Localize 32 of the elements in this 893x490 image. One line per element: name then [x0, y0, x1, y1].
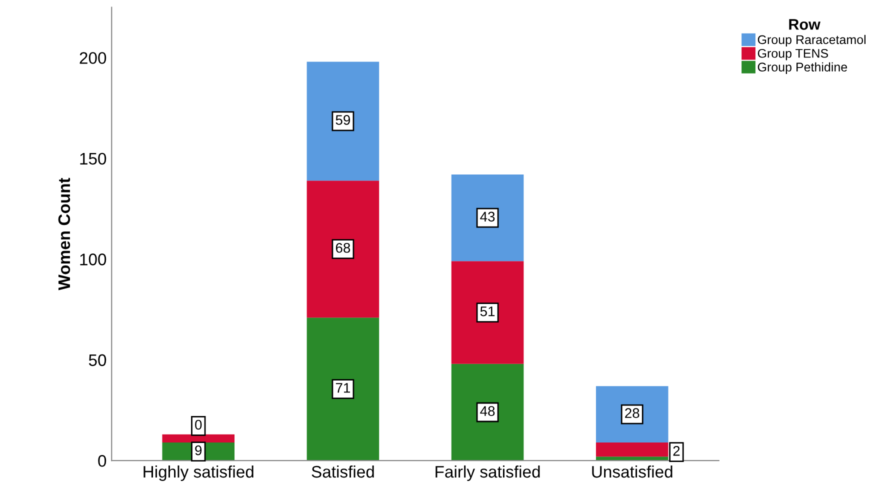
data-label: 48 [480, 406, 495, 416]
data-label: 0 [195, 420, 202, 430]
x-tick-label: Unsatisfied [592, 465, 672, 478]
x-tick-label: Satisfied [312, 465, 374, 478]
bar [306, 318, 380, 461]
y-tick-label: 200 [80, 52, 106, 64]
data-label: 59 [336, 115, 350, 125]
bar [596, 386, 668, 442]
y-tick-label: 0 [98, 455, 106, 467]
y-tick-label: 100 [80, 254, 106, 266]
legend-label: Group Pethidine [758, 62, 848, 74]
y-tick-label: 150 [80, 152, 106, 165]
legend-label: Group TENS [758, 48, 828, 60]
data-label: 71 [336, 383, 350, 393]
y-tick-label: 50 [88, 354, 106, 366]
data-label: 68 [336, 242, 350, 253]
bar [306, 62, 380, 181]
data-label: 43 [480, 212, 495, 222]
bar [306, 180, 380, 318]
data-label: 9 [195, 445, 202, 456]
x-tick-label: Fairly satisfied [436, 465, 540, 481]
data-label: 2 [673, 446, 680, 456]
legend-title: Row [789, 19, 820, 30]
bar [162, 434, 235, 442]
y-axis-title: Women Count [58, 178, 70, 290]
bar [451, 364, 524, 461]
data-label: 28 [625, 408, 640, 418]
x-tick-label: Highly satisfied [144, 465, 254, 481]
bar [451, 174, 524, 262]
legend-label: Group Raracetamol [758, 34, 866, 47]
bar [451, 261, 524, 364]
data-label: 51 [480, 306, 495, 316]
